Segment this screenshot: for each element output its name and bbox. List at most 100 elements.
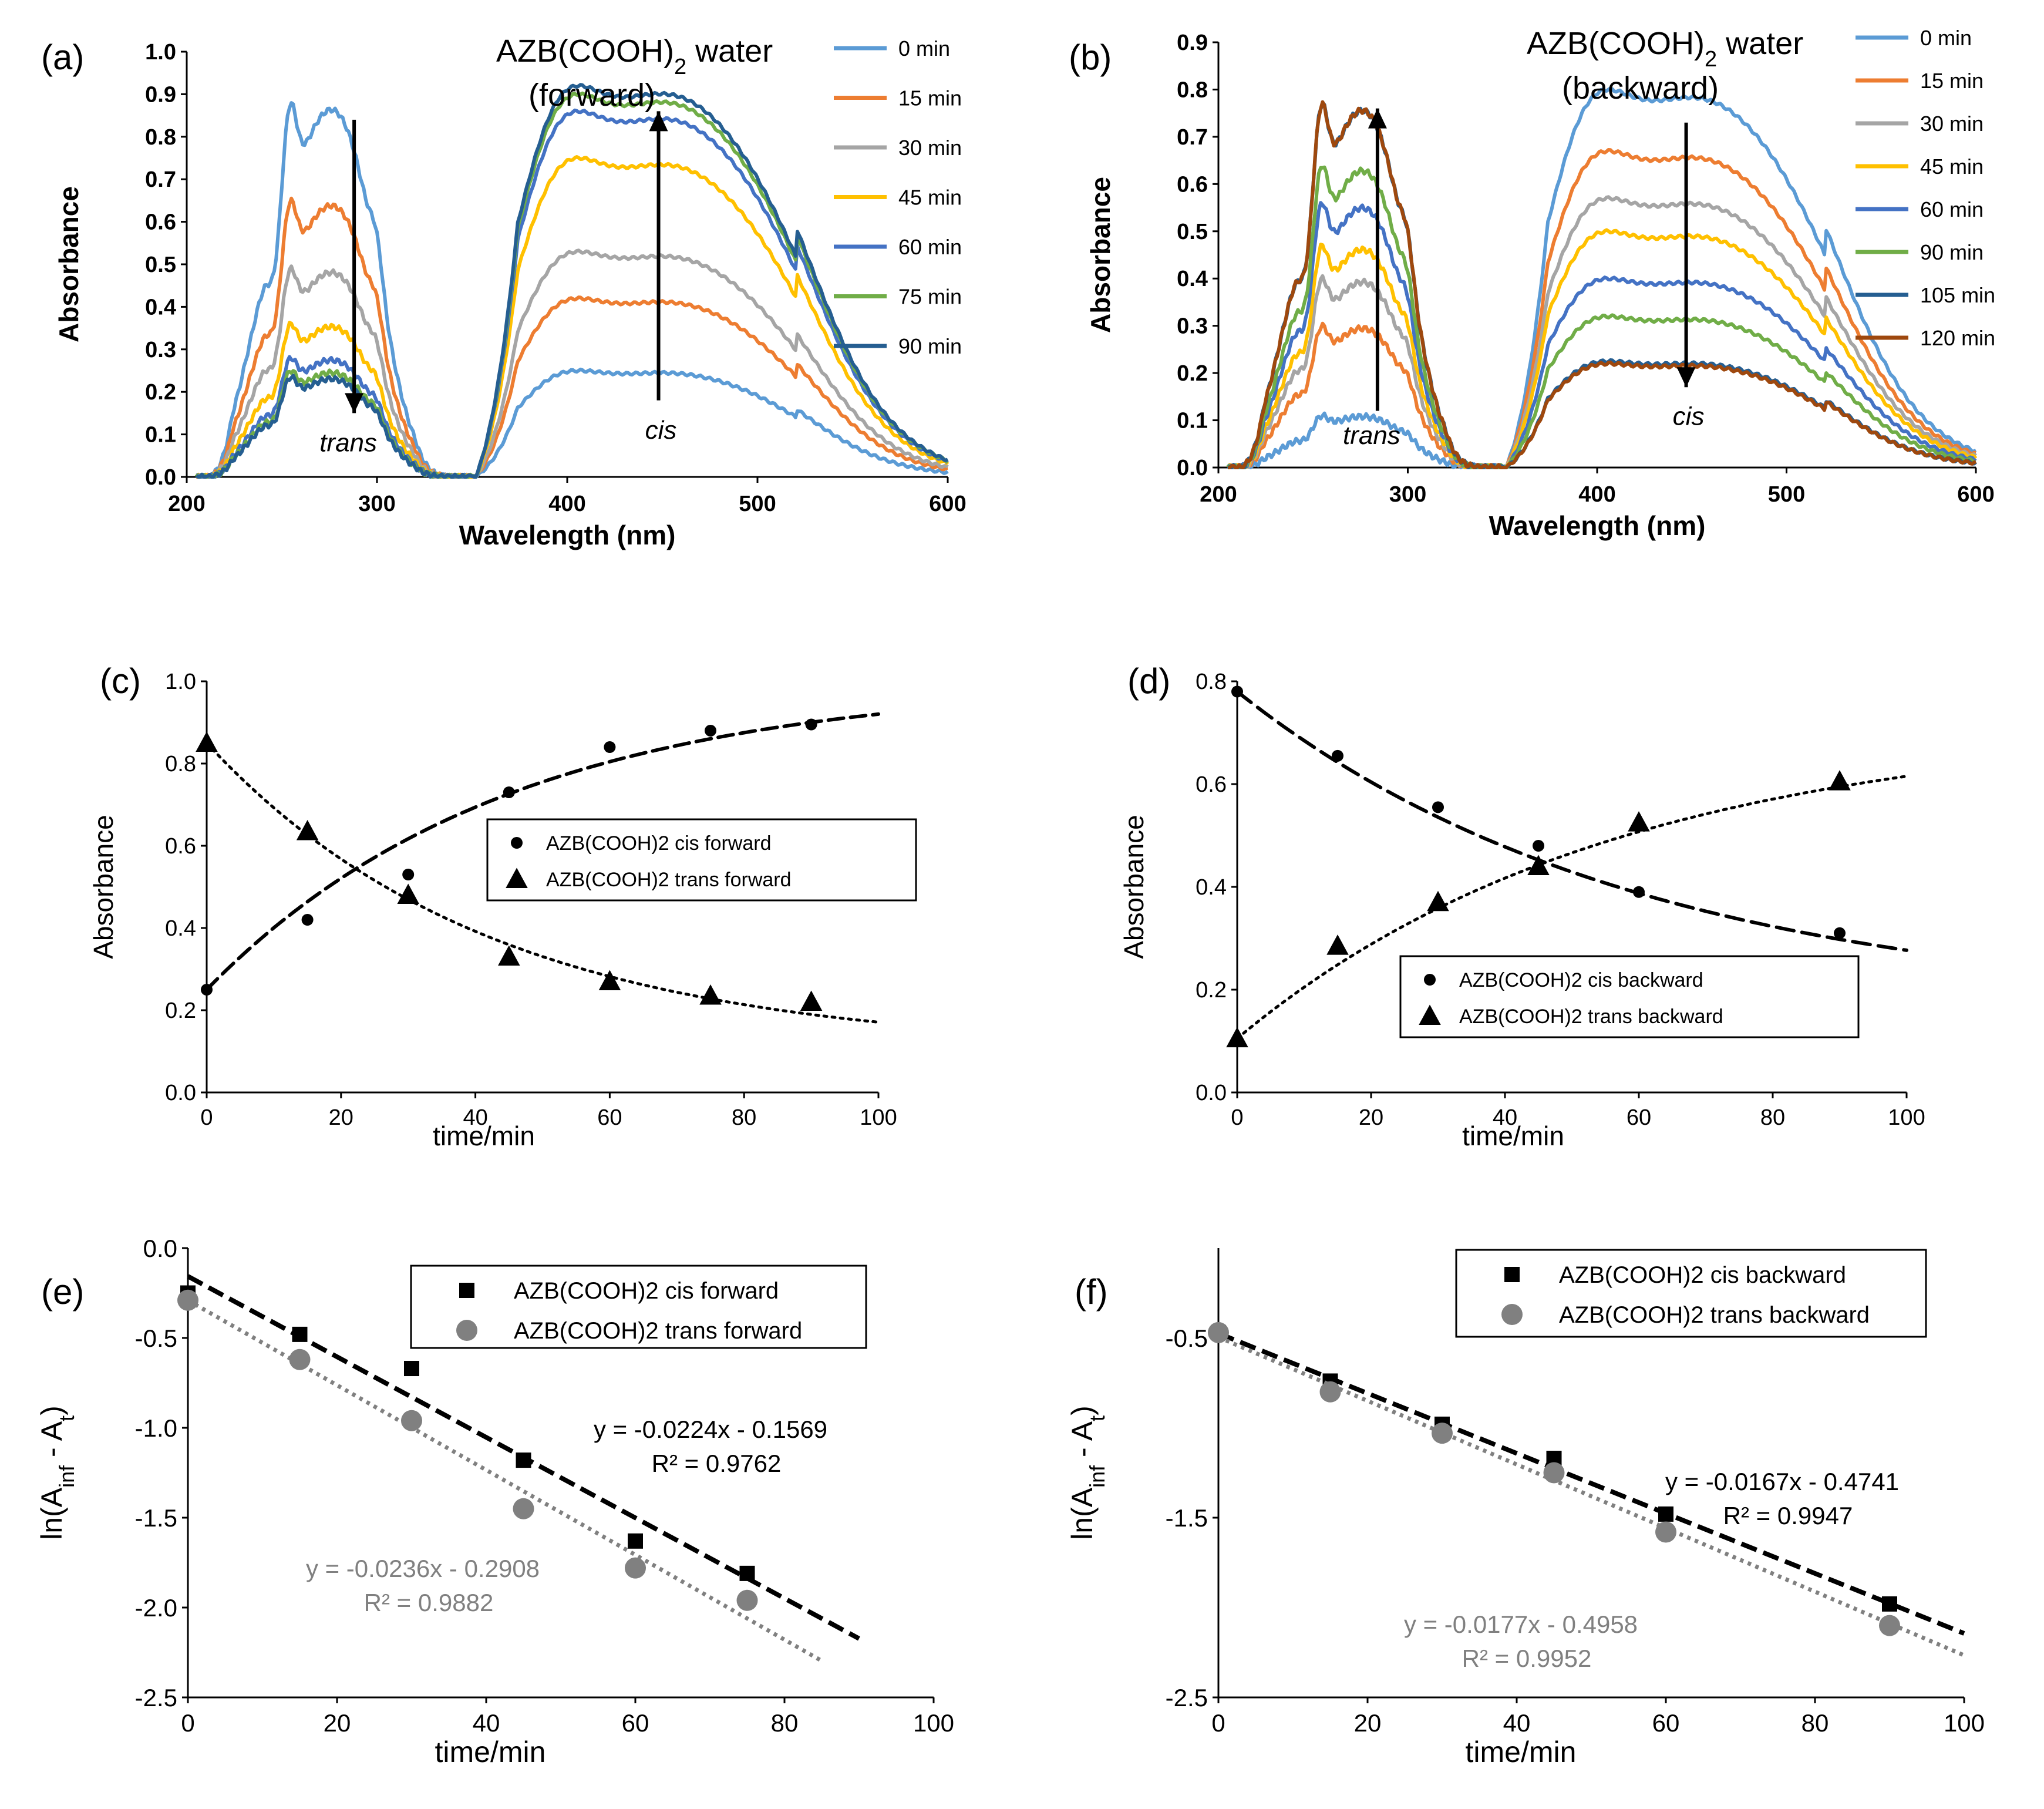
spectrum-line <box>196 196 948 479</box>
legend-label: 30 min <box>898 136 962 160</box>
x-tick-label: 600 <box>1957 482 1994 507</box>
legend-label: 15 min <box>898 86 962 110</box>
y-axis-title: Absorbance <box>88 815 119 959</box>
y-tick-label: 0.2 <box>145 380 176 405</box>
data-point-circle <box>736 1589 758 1611</box>
spectrum-line <box>196 101 949 479</box>
x-axis-title: Wavelength (nm) <box>1489 510 1706 541</box>
fit-line <box>1217 1335 1965 1657</box>
y-tick-label: 1.0 <box>145 40 176 65</box>
y-tick-label: 0.2 <box>1177 361 1208 386</box>
fit-r-squared: R² = 0.9947 <box>1723 1502 1853 1529</box>
legend-label: 60 min <box>1920 197 1984 221</box>
x-tick-label: 600 <box>929 492 966 516</box>
legend-box <box>410 1265 867 1349</box>
data-point-circle <box>805 718 817 731</box>
data-point-circle <box>289 1349 311 1370</box>
y-tick-label: 0.9 <box>145 82 176 107</box>
legend-label: AZB(COOH)2 trans backward <box>1459 1006 1723 1028</box>
spectrum-line <box>1228 100 1977 469</box>
data-point-circle <box>1231 685 1243 698</box>
y-tick-label: 0.3 <box>145 338 176 362</box>
legend-label: 45 min <box>1920 154 1984 179</box>
spectrum-line <box>1228 148 1976 469</box>
panel-label: (c) <box>100 661 141 701</box>
x-tick-label: 80 <box>732 1105 756 1130</box>
panel-label: (b) <box>1069 38 1112 77</box>
panel-label: (a) <box>41 38 84 77</box>
x-tick-label: 500 <box>739 492 776 516</box>
y-tick-label: 1.0 <box>165 670 196 694</box>
x-tick-label: 40 <box>463 1105 487 1130</box>
y-tick-label: 0.1 <box>145 423 176 448</box>
legend-label: AZB(COOH)2 trans forward <box>546 869 792 891</box>
data-point-circle <box>1655 1521 1676 1543</box>
y-tick-label: -0.5 <box>135 1324 177 1352</box>
x-axis-title: Wavelength (nm) <box>459 520 676 550</box>
y-tick-label: -1.5 <box>135 1504 177 1532</box>
legend-label: 90 min <box>898 334 962 358</box>
x-tick-label: 100 <box>913 1709 954 1737</box>
fit-equation: y = -0.0177x - 0.4958 <box>1404 1610 1638 1638</box>
panel-label: (e) <box>41 1272 84 1312</box>
y-tick-label: 0.4 <box>1177 267 1208 291</box>
legend-label: 30 min <box>1920 112 1984 136</box>
data-point-circle <box>1543 1462 1565 1484</box>
data-point-triangle <box>1628 811 1650 832</box>
legend-label: 0 min <box>1920 26 1972 50</box>
y-tick-label: 0.4 <box>145 295 176 320</box>
fit-equation: y = -0.0167x - 0.4741 <box>1665 1468 1899 1495</box>
y-tick-label: 0.4 <box>1196 875 1227 900</box>
legend-label: 75 min <box>898 285 962 309</box>
spectrum-line <box>1227 86 1977 469</box>
y-tick-label: 0.7 <box>145 167 176 192</box>
x-tick-label: 60 <box>622 1709 649 1737</box>
y-tick-label: 0.0 <box>145 465 176 490</box>
y-tick-label: -2.5 <box>1166 1684 1208 1712</box>
data-point-triangle <box>598 970 621 990</box>
data-point-circle <box>1208 1322 1229 1343</box>
data-point-circle <box>625 1557 646 1579</box>
legend-label: 0 min <box>898 36 950 60</box>
legend-label: AZB(COOH)2 trans forward <box>514 1318 802 1344</box>
y-tick-label: -1.0 <box>135 1414 177 1442</box>
data-point-circle <box>705 725 716 737</box>
data-point-triangle <box>800 990 823 1011</box>
data-point-triangle <box>1326 934 1349 955</box>
legend-label: 60 min <box>898 235 962 259</box>
legend-label: AZB(COOH)2 cis forward <box>514 1278 779 1304</box>
y-tick-label: 0.0 <box>143 1235 177 1262</box>
data-point-triangle <box>397 883 419 904</box>
x-tick-label: 60 <box>1652 1709 1680 1737</box>
y-tick-label: 0.2 <box>1196 978 1227 1003</box>
fit-equation: y = -0.0224x - 0.1569 <box>594 1415 827 1443</box>
x-tick-label: 20 <box>324 1709 351 1737</box>
fit-r-squared: R² = 0.9882 <box>364 1589 494 1616</box>
legend-label: AZB(COOH)2 cis forward <box>546 832 772 855</box>
data-point-circle <box>1879 1615 1900 1636</box>
data-point-circle <box>1332 749 1343 762</box>
y-tick-label: 0.0 <box>1177 456 1208 480</box>
data-point-circle <box>456 1320 477 1341</box>
data-point-square <box>628 1533 643 1549</box>
data-point-triangle <box>506 867 528 888</box>
x-tick-label: 80 <box>771 1709 799 1737</box>
x-tick-label: 40 <box>1503 1709 1531 1737</box>
data-point-circle <box>511 837 523 849</box>
x-tick-label: 80 <box>1760 1105 1785 1130</box>
x-tick-label: 20 <box>1359 1105 1383 1130</box>
y-tick-label: -1.5 <box>1166 1504 1208 1532</box>
data-point-square <box>739 1565 755 1581</box>
data-point-triangle <box>296 820 319 840</box>
legend-label: 105 min <box>1920 283 1995 307</box>
legend-label: 45 min <box>898 186 962 210</box>
data-point-square <box>292 1326 308 1342</box>
data-point-circle <box>1533 840 1544 852</box>
y-tick-label: 0.6 <box>1177 172 1208 197</box>
legend-box <box>1399 955 1860 1038</box>
y-axis-title: Absorbance <box>1085 177 1116 333</box>
chart-subtitle: (forward) <box>528 78 655 113</box>
y-tick-label: 0.6 <box>145 210 176 235</box>
spectrum-line <box>196 108 949 479</box>
